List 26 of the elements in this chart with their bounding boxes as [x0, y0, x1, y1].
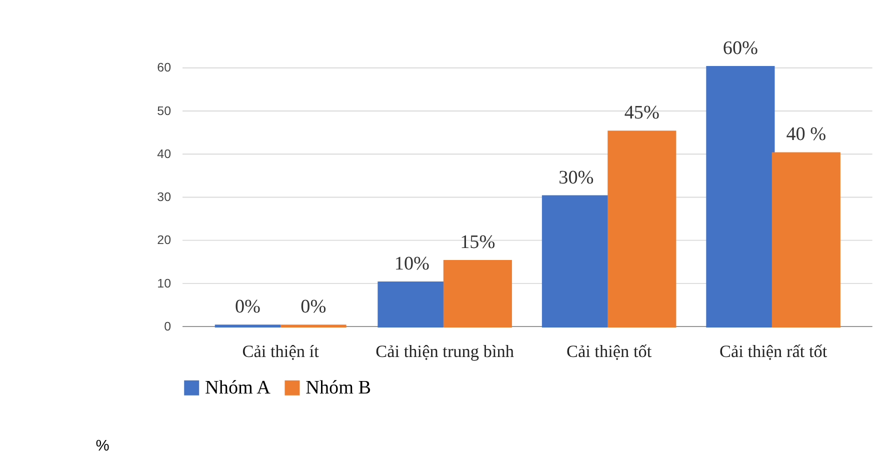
y-tick-label: 50 [157, 104, 172, 118]
bar [706, 66, 775, 328]
data-label: 0% [300, 296, 326, 318]
legend-label: Nhóm B [306, 378, 372, 399]
y-tick-label: 20 [157, 233, 172, 248]
x-tick-label: Cải thiện rất tốt [719, 342, 828, 362]
x-tick-label: Cải thiện tốt [566, 342, 652, 362]
data-label: 30% [558, 167, 594, 188]
x-tick-label: Cải thiện ít [242, 342, 320, 362]
legend-label: Nhóm A [205, 378, 271, 399]
bar [608, 130, 676, 328]
data-label: 10% [394, 254, 430, 275]
data-label: 45% [624, 102, 660, 124]
y-tick-label: 10 [157, 276, 172, 290]
data-label: 60% [722, 38, 758, 59]
y-tick-label: 0 [164, 319, 172, 334]
y-tick-label: 40 [157, 146, 172, 161]
y-tick-label: 60 [157, 60, 172, 75]
x-tick-label: Cải thiện trung bình [376, 342, 514, 362]
bar [443, 260, 512, 328]
data-label: 40 % [786, 124, 826, 146]
data-label: 0% [234, 296, 261, 318]
text: % [96, 438, 110, 451]
bar [772, 152, 840, 328]
data-label: 15% [460, 232, 496, 253]
y-tick-label: 30 [157, 190, 172, 204]
